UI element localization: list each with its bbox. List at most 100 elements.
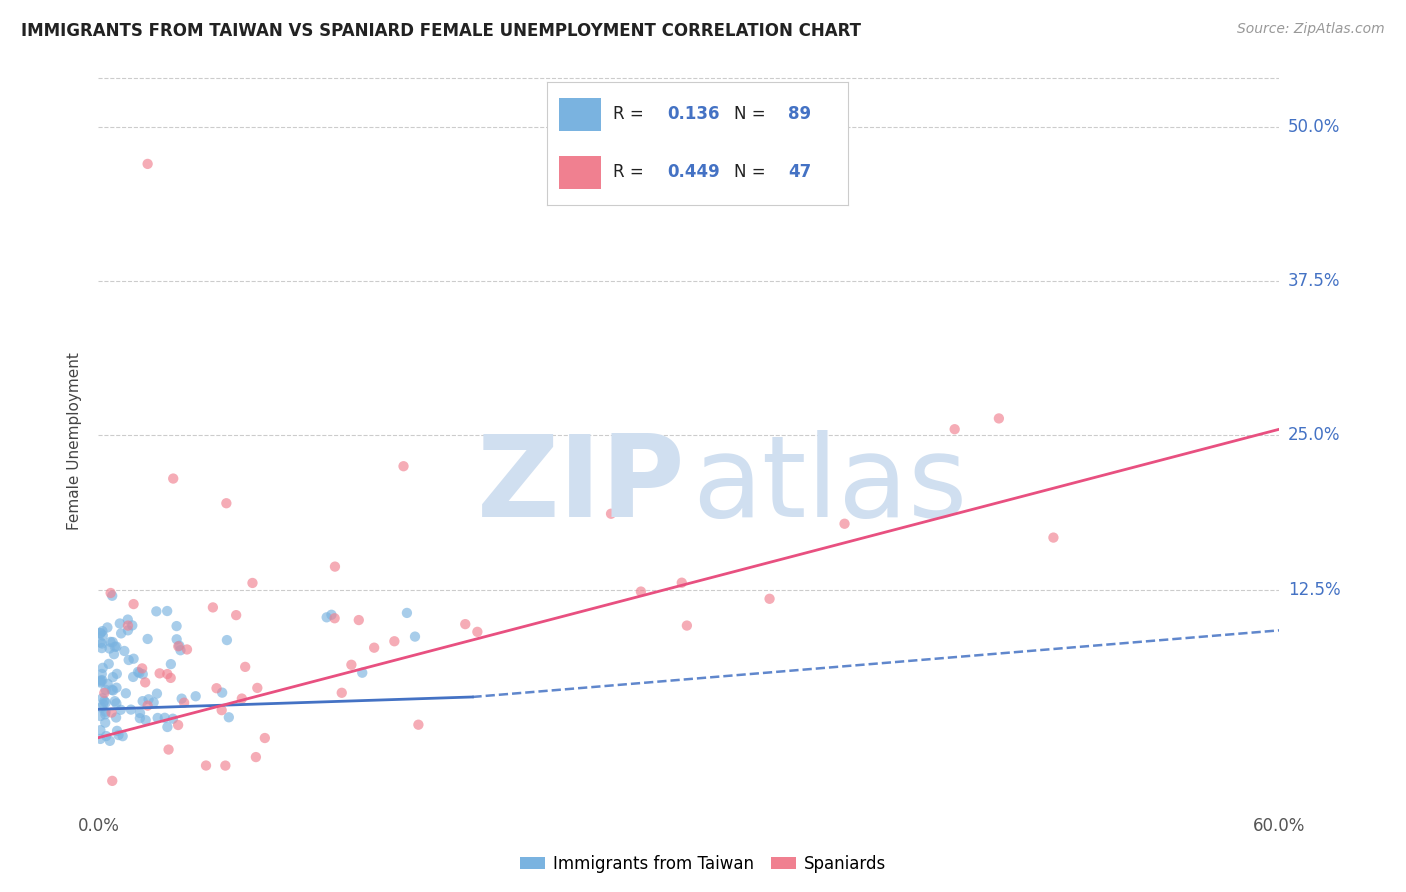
Point bbox=[105, 710, 128, 724]
Point bbox=[104, 640, 127, 654]
Point bbox=[156, 604, 179, 618]
Point bbox=[91, 691, 114, 706]
Point bbox=[671, 575, 693, 590]
Point bbox=[89, 674, 111, 689]
Point bbox=[454, 617, 477, 632]
Point bbox=[101, 670, 124, 684]
Point bbox=[94, 696, 117, 710]
Point bbox=[94, 705, 117, 719]
Point bbox=[100, 706, 122, 720]
Text: Source: ZipAtlas.com: Source: ZipAtlas.com bbox=[1237, 22, 1385, 37]
Point bbox=[94, 682, 117, 697]
Point bbox=[91, 673, 114, 688]
Point bbox=[166, 619, 188, 633]
Legend: Immigrants from Taiwan, Spaniards: Immigrants from Taiwan, Spaniards bbox=[513, 848, 893, 880]
Point bbox=[676, 618, 699, 632]
Point bbox=[110, 626, 132, 640]
Point bbox=[96, 620, 118, 634]
Point bbox=[128, 711, 150, 725]
Point bbox=[225, 608, 247, 623]
Text: ZIP: ZIP bbox=[477, 431, 685, 541]
Point bbox=[128, 665, 150, 680]
Point bbox=[943, 422, 966, 436]
Point bbox=[404, 630, 426, 644]
Point bbox=[600, 507, 623, 521]
Point bbox=[108, 616, 131, 631]
Point bbox=[176, 642, 198, 657]
Point bbox=[146, 711, 169, 725]
Point bbox=[91, 636, 114, 650]
Point bbox=[107, 728, 129, 742]
Point bbox=[89, 709, 111, 723]
Point bbox=[89, 731, 111, 746]
Point bbox=[103, 647, 125, 661]
Point bbox=[100, 586, 122, 600]
Point bbox=[160, 657, 183, 672]
Point bbox=[323, 559, 346, 574]
Point bbox=[94, 715, 117, 730]
Point bbox=[91, 624, 114, 639]
Point bbox=[146, 687, 169, 701]
Point bbox=[214, 758, 236, 772]
Text: 50.0%: 50.0% bbox=[1288, 118, 1340, 136]
Point bbox=[758, 591, 780, 606]
Point bbox=[315, 610, 337, 624]
Text: 37.5%: 37.5% bbox=[1288, 272, 1340, 290]
Point bbox=[131, 694, 153, 708]
Text: IMMIGRANTS FROM TAIWAN VS SPANIARD FEMALE UNEMPLOYMENT CORRELATION CHART: IMMIGRANTS FROM TAIWAN VS SPANIARD FEMAL… bbox=[21, 22, 860, 40]
Point bbox=[184, 690, 207, 704]
Point bbox=[246, 681, 269, 695]
Point bbox=[231, 691, 253, 706]
Point bbox=[122, 670, 145, 684]
Point bbox=[122, 651, 145, 665]
Point bbox=[129, 706, 152, 720]
Point bbox=[382, 634, 405, 648]
Point bbox=[395, 606, 418, 620]
Point bbox=[347, 613, 370, 627]
Point bbox=[101, 589, 124, 603]
Point bbox=[201, 600, 224, 615]
Point bbox=[94, 707, 117, 722]
Point bbox=[166, 632, 188, 647]
Point bbox=[97, 677, 120, 691]
Point bbox=[138, 692, 160, 706]
Point bbox=[90, 667, 112, 681]
Point bbox=[467, 624, 489, 639]
Point bbox=[233, 660, 256, 674]
Point bbox=[145, 604, 167, 618]
Point bbox=[122, 597, 145, 611]
Point bbox=[135, 713, 157, 727]
Point bbox=[115, 686, 138, 700]
Point bbox=[630, 584, 652, 599]
Point bbox=[127, 665, 149, 679]
Point bbox=[93, 686, 115, 700]
Point bbox=[136, 632, 159, 646]
Point bbox=[91, 628, 114, 642]
Point bbox=[1042, 531, 1064, 545]
Point bbox=[93, 694, 115, 708]
Point bbox=[112, 644, 135, 658]
Point bbox=[167, 718, 190, 732]
Point bbox=[98, 734, 121, 748]
Point bbox=[132, 667, 155, 681]
Point bbox=[408, 717, 430, 731]
Point bbox=[156, 720, 179, 734]
Point bbox=[105, 640, 128, 654]
Point bbox=[211, 685, 233, 699]
Point bbox=[149, 666, 172, 681]
Point bbox=[117, 618, 139, 632]
Text: 12.5%: 12.5% bbox=[1288, 581, 1340, 599]
Point bbox=[156, 667, 179, 681]
Y-axis label: Female Unemployment: Female Unemployment bbox=[67, 352, 83, 531]
Point bbox=[162, 712, 184, 726]
Point bbox=[253, 731, 276, 745]
Point bbox=[134, 675, 156, 690]
Point bbox=[90, 673, 112, 688]
Point bbox=[215, 496, 238, 510]
Point bbox=[245, 750, 267, 764]
Point bbox=[340, 657, 363, 672]
Point bbox=[89, 635, 111, 649]
Point bbox=[105, 666, 128, 681]
Point bbox=[120, 703, 142, 717]
Point bbox=[100, 635, 122, 649]
